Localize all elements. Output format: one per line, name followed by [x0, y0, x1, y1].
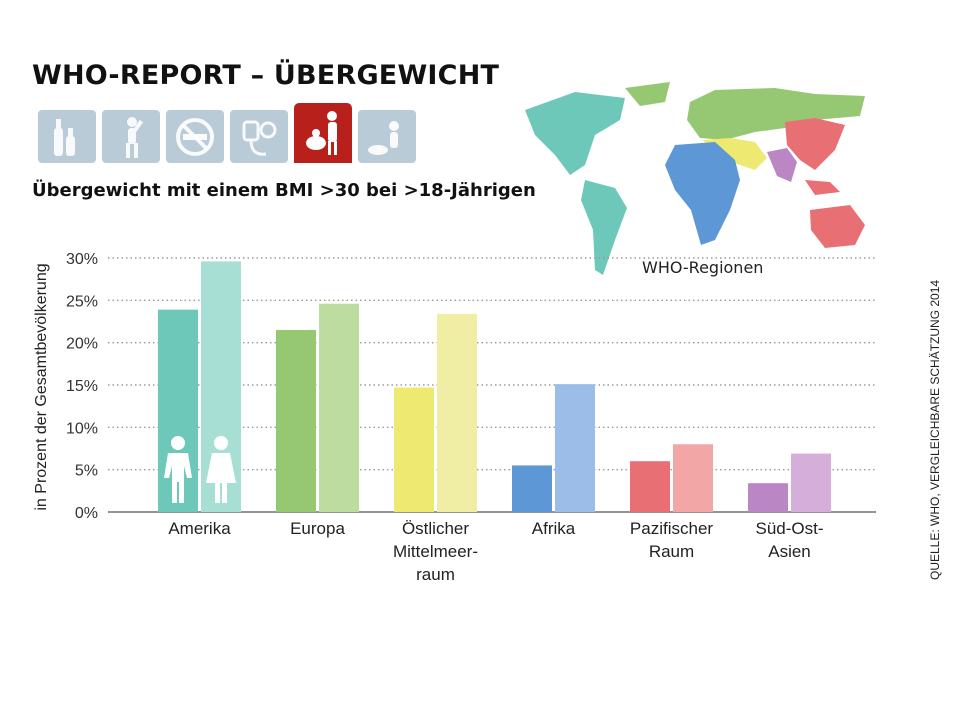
topic-icon-bar: [38, 103, 423, 163]
blood-pressure-icon[interactable]: [230, 110, 288, 163]
disease-icon[interactable]: [358, 110, 416, 163]
x-tick-label: Östlicher: [402, 519, 469, 538]
y-tick-label: 15%: [66, 378, 98, 395]
x-tick-label: Pazifischer: [630, 519, 713, 538]
bar: [276, 329, 316, 512]
male-figure-icon: [164, 436, 192, 503]
map-region-americas-north: [525, 92, 625, 175]
x-tick-label: Mittelmeer-: [393, 542, 478, 561]
y-tick-label: 5%: [75, 463, 98, 480]
map-region-europe: [687, 88, 865, 140]
map-region-africa: [665, 142, 740, 245]
x-tick-label: Afrika: [532, 519, 576, 538]
world-map: [525, 82, 865, 275]
map-region-pacific-islands: [805, 180, 840, 195]
y-tick-label: 10%: [66, 420, 98, 437]
y-axis-label: in Prozent der Gesamtbevölkerung: [33, 263, 50, 510]
female-figure-icon: [206, 436, 236, 503]
bar: [673, 444, 713, 512]
alcohol-icon[interactable]: [38, 110, 96, 163]
x-tick-label: Raum: [649, 542, 694, 561]
bar: [512, 465, 552, 512]
y-tick-label: 25%: [66, 293, 98, 310]
bar: [555, 384, 595, 512]
page-title: WHO-REPORT – ÜBERGEWICHT: [32, 60, 500, 91]
x-tick-label: Asien: [768, 542, 811, 561]
map-label: WHO-Regionen: [642, 258, 764, 277]
obesity-icon[interactable]: [294, 103, 352, 163]
y-tick-label: 0%: [75, 505, 98, 522]
physical-activity-icon[interactable]: [102, 110, 160, 163]
map-region-western-pacific: [785, 118, 845, 170]
bar: [437, 313, 477, 512]
source-note: QUELLE: WHO, VERGLEICHBARE SCHÄTZUNG 201…: [928, 280, 942, 580]
bar: [319, 303, 359, 512]
bar: [630, 461, 670, 512]
x-tick-label: raum: [416, 565, 455, 584]
chart-subtitle: Übergewicht mit einem BMI >30 bei >18-Jä…: [32, 180, 536, 201]
y-tick-label: 20%: [66, 336, 98, 353]
bar: [791, 453, 831, 512]
map-region-south-east-asia: [767, 148, 797, 182]
bar: [394, 387, 434, 512]
map-region-western-pacific-south: [810, 205, 865, 248]
y-tick-label: 30%: [66, 251, 98, 268]
x-tick-label: Europa: [290, 519, 345, 538]
bar: [748, 483, 788, 512]
x-tick-label: Süd-Ost-: [755, 519, 823, 538]
map-region-americas-south: [581, 180, 627, 275]
map-region-greenland: [625, 82, 670, 106]
no-smoking-icon[interactable]: [166, 110, 224, 163]
x-tick-label: Amerika: [168, 519, 231, 538]
source-text: QUELLE: WHO, VERGLEICHBARE SCHÄTZUNG 201…: [928, 280, 942, 580]
